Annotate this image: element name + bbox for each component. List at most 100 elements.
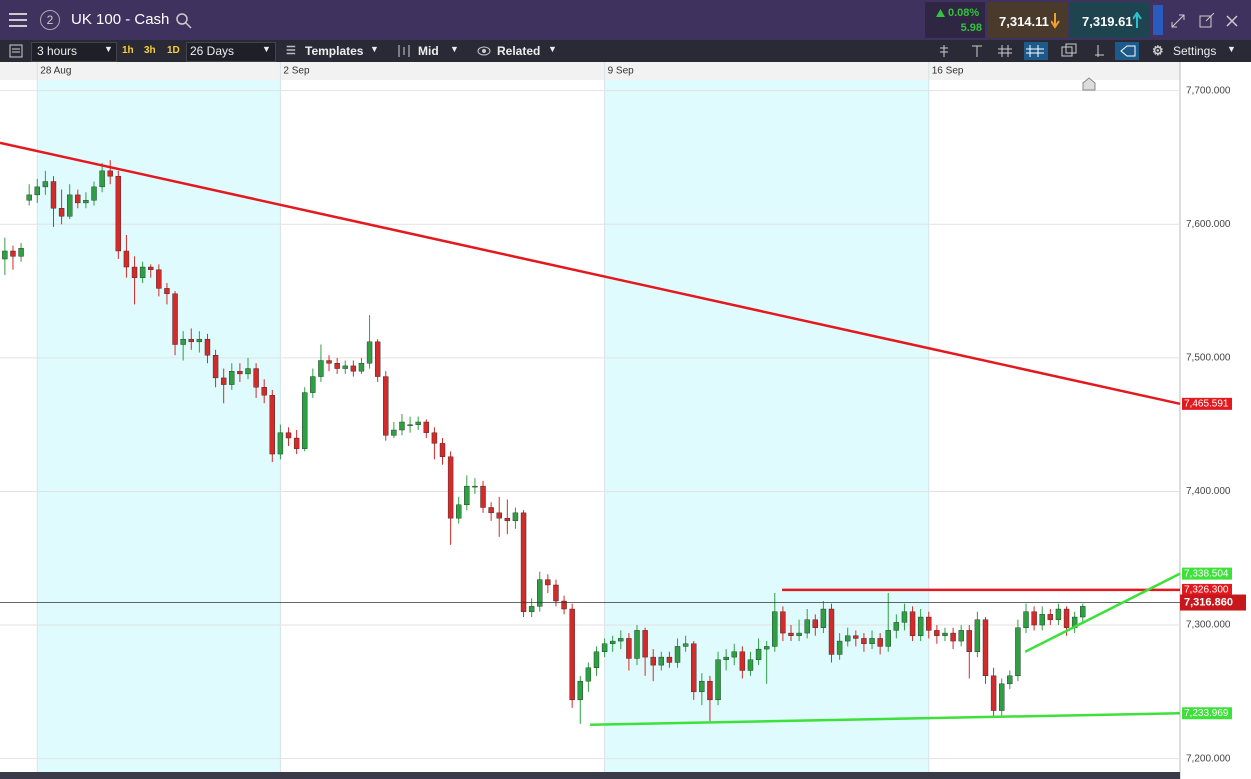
candle-body <box>755 648 762 660</box>
menu-icon[interactable] <box>9 12 27 28</box>
candle-body <box>456 504 462 519</box>
candle-body <box>626 638 632 659</box>
sell-box[interactable]: 7,314.11 <box>987 2 1068 38</box>
caret: ▼ <box>450 44 459 54</box>
trend-line <box>589 712 1181 726</box>
candle-body <box>488 507 494 514</box>
candle-body <box>148 266 154 270</box>
buy-price: 7,319.61 <box>1082 14 1133 29</box>
candle-body <box>723 656 729 660</box>
candle-body <box>245 368 251 375</box>
candle-body <box>391 429 397 436</box>
templates[interactable]: Templates <box>305 44 364 58</box>
candle-body <box>917 616 924 636</box>
price-mode[interactable]: Mid <box>418 44 439 58</box>
candle-body <box>83 200 89 204</box>
candle-body <box>188 338 194 343</box>
candle-body <box>342 365 348 369</box>
candle-body <box>42 181 49 188</box>
trend-line <box>1024 572 1181 653</box>
badge[interactable]: 2 <box>40 10 60 30</box>
candle-body <box>593 651 600 668</box>
candle-body <box>1031 611 1037 626</box>
window-icons[interactable] <box>1170 13 1245 29</box>
candle-body <box>958 630 964 642</box>
candle-body <box>974 619 981 652</box>
candle-body <box>383 376 389 436</box>
candle-body <box>285 432 292 439</box>
caret: ▼ <box>370 44 379 54</box>
change: 5.98 <box>960 22 982 34</box>
candle-body <box>26 194 32 201</box>
buy-box[interactable]: 7,319.61 <box>1070 2 1150 38</box>
candle-body <box>585 667 592 682</box>
candle-body <box>553 584 559 602</box>
quick-1h[interactable]: 1h <box>122 45 134 56</box>
candle-body <box>107 170 113 177</box>
quick-1d[interactable]: 1D <box>167 45 180 56</box>
y-tick-label: 7,400.000 <box>1186 486 1231 497</box>
candle-body <box>537 579 543 607</box>
toolbar: 3 hours ▼ 1h 3h 1D 26 Days ▼ ☰ Templates… <box>0 40 1251 62</box>
candle-icon <box>398 45 410 57</box>
axis-tag <box>1182 397 1232 410</box>
candle-body <box>990 675 997 711</box>
candle-body <box>674 646 681 663</box>
candle-body <box>942 632 948 636</box>
candle-body <box>845 635 851 642</box>
candle-body <box>407 424 413 426</box>
candle-body <box>796 632 802 636</box>
candle-body <box>172 293 178 345</box>
candle-body <box>447 456 454 519</box>
related-icon <box>477 46 491 56</box>
y-tick-label: 7,700.000 <box>1186 85 1231 96</box>
date-row <box>0 62 1180 80</box>
current-price-tag <box>1180 594 1246 611</box>
candle-body <box>999 683 1005 711</box>
candle-body <box>812 619 819 628</box>
candle-body <box>180 338 186 345</box>
quick-3h[interactable]: 3h <box>144 45 156 56</box>
range-dropdown[interactable] <box>186 42 276 62</box>
x-tick-label: 2 Sep <box>283 66 310 77</box>
home-marker <box>1082 77 1096 91</box>
list-icon[interactable] <box>9 44 23 58</box>
candle-body <box>10 250 16 257</box>
settings-icon: ⚙ <box>1152 43 1164 58</box>
candle-body <box>253 368 259 388</box>
candle-body <box>982 619 989 677</box>
candle-body <box>772 611 778 647</box>
candle-body <box>318 360 324 377</box>
x-tick-label: 28 Aug <box>40 66 71 77</box>
candle-body <box>58 208 65 217</box>
candle-body <box>926 616 932 631</box>
tool-icons[interactable] <box>938 42 1148 60</box>
candle-body <box>731 651 737 658</box>
candle-body <box>707 680 713 701</box>
candle-body <box>261 387 267 396</box>
interval-dropdown[interactable] <box>31 42 117 62</box>
axis-tag-label: 7,233.969 <box>1184 708 1229 719</box>
axis-tag-label: 7,326.300 <box>1184 585 1229 596</box>
range[interactable]: 26 Days <box>190 44 235 58</box>
candle-body <box>618 638 624 642</box>
candle-body <box>853 635 859 639</box>
candle-body <box>561 600 567 610</box>
candle-body <box>634 630 640 659</box>
candle-body <box>1007 675 1013 685</box>
candle-body <box>277 432 284 455</box>
axis-tag <box>1182 707 1232 720</box>
related[interactable]: Related <box>497 44 541 58</box>
candle-body <box>1039 614 1045 626</box>
candle-body <box>366 341 373 364</box>
templates-icon: ☰ <box>286 45 296 57</box>
candle-body <box>423 421 429 433</box>
interval[interactable]: 3 hours <box>37 44 78 58</box>
search-icon[interactable] <box>176 13 192 29</box>
candle-body <box>302 392 308 449</box>
settings[interactable]: Settings <box>1173 44 1217 58</box>
candle-body <box>464 485 470 506</box>
candle-body <box>512 512 519 522</box>
